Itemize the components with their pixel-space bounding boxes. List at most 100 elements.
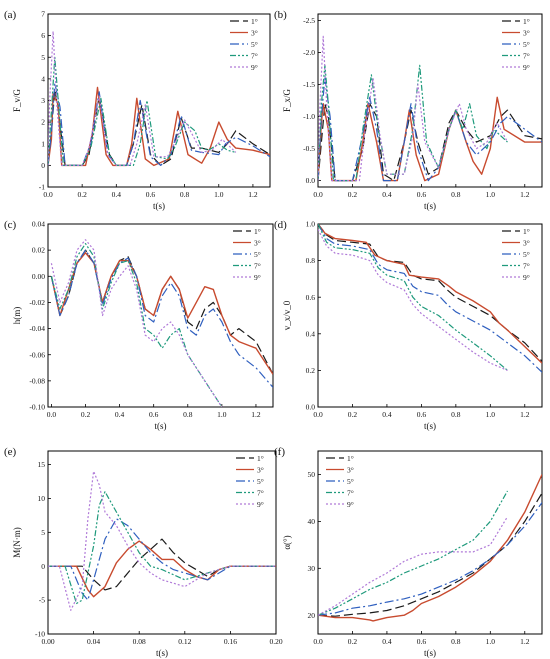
legend-label-3: 5° bbox=[251, 40, 258, 49]
y-tick-label: -1 bbox=[39, 183, 45, 192]
legend-label-3: 5° bbox=[254, 250, 261, 259]
x-tick-label: 0.0 bbox=[313, 190, 323, 199]
x-tick-label: 0.04 bbox=[87, 637, 100, 646]
y-tick-label: 5 bbox=[41, 528, 45, 537]
x-tick-label: 0.4 bbox=[382, 410, 392, 419]
y-tick-label: -10 bbox=[35, 630, 45, 639]
y-tick-label: 0.8 bbox=[306, 256, 316, 265]
y-tick-label: -0.10 bbox=[29, 403, 45, 412]
x-tick-label: 0.2 bbox=[348, 190, 358, 199]
legend: 1° 3° 5° 7° 9° bbox=[230, 17, 258, 72]
legend-label-1: 1° bbox=[251, 17, 258, 26]
y-tick-label: 15 bbox=[38, 460, 46, 469]
y-tick-label: -2.0 bbox=[303, 48, 315, 57]
x-tick-label: 1.0 bbox=[486, 410, 496, 419]
panel-label: (c) bbox=[4, 219, 17, 231]
y-tick-label: -0.06 bbox=[29, 350, 45, 359]
series-line-1 bbox=[48, 89, 270, 166]
y-axis-label: M(N·m) bbox=[12, 527, 22, 558]
y-tick-label: 0.00 bbox=[32, 272, 45, 281]
series-line-2 bbox=[318, 224, 542, 364]
legend-label-4: 7° bbox=[523, 262, 530, 271]
legend: 1° 3° 5° 7° 9° bbox=[502, 227, 530, 282]
x-tick-label: 1.0 bbox=[217, 410, 227, 419]
y-tick-label: 0.02 bbox=[32, 246, 45, 255]
series-line-3 bbox=[50, 249, 273, 388]
plot-frame bbox=[47, 13, 271, 188]
legend-label-5: 9° bbox=[251, 63, 258, 72]
x-tick-label: 0.16 bbox=[224, 637, 237, 646]
x-tick-label: 0.0 bbox=[47, 410, 57, 419]
chart-panel-6: 0.0 0.2 0.4 0.6 0.8 1.0 1.2 20 30 40 50 t(s) α(°) (f)… bbox=[274, 446, 543, 658]
y-tick-label: -1.5 bbox=[303, 80, 315, 89]
x-tick-label: 1.0 bbox=[214, 190, 224, 199]
y-tick-label: -1.0 bbox=[303, 112, 315, 121]
y-axis-label: F_x/G bbox=[282, 89, 292, 113]
series-line-4 bbox=[318, 490, 509, 616]
legend-label-5: 9° bbox=[257, 500, 264, 509]
x-axis-label: t(s) bbox=[424, 648, 436, 658]
y-tick-label: 0.0 bbox=[306, 176, 316, 185]
series-line-5 bbox=[318, 516, 509, 616]
plot-frame bbox=[47, 450, 277, 635]
y-tick-label: -0.02 bbox=[29, 298, 45, 307]
series-line-3 bbox=[318, 77, 542, 182]
series-line-4 bbox=[50, 243, 223, 407]
x-tick-label: 0.2 bbox=[348, 410, 358, 419]
plot-frame bbox=[317, 13, 543, 188]
x-tick-label: 1.2 bbox=[520, 637, 530, 646]
series-line-2 bbox=[318, 96, 542, 182]
chart-panel-5: 0.00 0.04 0.08 0.12 0.16 0.20 -10 -5 0 5 10 15 t(s) M… bbox=[4, 446, 283, 658]
x-tick-label: 0.6 bbox=[417, 190, 427, 199]
legend-label-2: 3° bbox=[257, 466, 264, 475]
legend-label-5: 9° bbox=[254, 273, 261, 282]
series-line-3 bbox=[318, 502, 542, 616]
plot-frame bbox=[317, 223, 543, 408]
x-tick-label: 0.6 bbox=[149, 410, 159, 419]
y-tick-label: 0.04 bbox=[32, 220, 45, 229]
series-line-2 bbox=[48, 540, 276, 598]
x-tick-label: 0.0 bbox=[313, 637, 323, 646]
legend-label-2: 3° bbox=[523, 29, 530, 38]
chart-panel-1: 0.0 0.2 0.4 0.6 0.8 1.0 1.2 -1 0 1 2 3 4 5 6 7 t(s) F_v/G… bbox=[4, 9, 271, 211]
legend: 1° 3° 5° 7° 9° bbox=[502, 17, 530, 72]
y-axis-label: h(m) bbox=[12, 307, 22, 325]
panel-label: (a) bbox=[4, 9, 17, 21]
series-line-1 bbox=[318, 492, 542, 617]
y-tick-label: -0.04 bbox=[29, 324, 45, 333]
x-tick-label: 0.2 bbox=[81, 410, 91, 419]
series-line-5 bbox=[48, 30, 237, 166]
plot-frame bbox=[47, 223, 274, 408]
y-tick-label: 0 bbox=[41, 161, 45, 170]
series-line-1 bbox=[48, 538, 276, 591]
x-axis-label: t(s) bbox=[156, 648, 168, 658]
x-tick-label: 0.2 bbox=[348, 637, 358, 646]
x-tick-label: 0.4 bbox=[382, 190, 392, 199]
x-tick-label: 1.2 bbox=[251, 410, 261, 419]
series-line-4 bbox=[318, 64, 508, 182]
y-tick-label: 1 bbox=[41, 139, 45, 148]
y-tick-label: -2.5 bbox=[303, 16, 315, 25]
panel-label: (f) bbox=[274, 446, 285, 458]
panel-label: (e) bbox=[4, 446, 17, 458]
legend-label-1: 1° bbox=[523, 227, 530, 236]
legend-label-5: 9° bbox=[523, 63, 530, 72]
legend-label-2: 3° bbox=[254, 239, 261, 248]
x-tick-label: 1.2 bbox=[520, 410, 530, 419]
y-tick-label: 7 bbox=[41, 10, 45, 19]
x-tick-label: 0.12 bbox=[178, 637, 191, 646]
x-tick-label: 0.6 bbox=[417, 637, 427, 646]
x-axis-label: t(s) bbox=[155, 421, 167, 431]
y-tick-label: 3 bbox=[41, 96, 45, 105]
x-tick-label: 0.6 bbox=[417, 410, 427, 419]
y-tick-label: -0.08 bbox=[29, 376, 45, 385]
legend-label-1: 1° bbox=[257, 454, 264, 463]
legend-label-3: 5° bbox=[257, 477, 264, 486]
x-tick-label: 0.8 bbox=[451, 190, 461, 199]
y-tick-label: 40 bbox=[308, 517, 316, 526]
series-line-4 bbox=[318, 224, 508, 371]
legend-label-4: 7° bbox=[347, 489, 354, 498]
series-line-3 bbox=[48, 518, 276, 601]
x-tick-label: 0.8 bbox=[451, 637, 461, 646]
